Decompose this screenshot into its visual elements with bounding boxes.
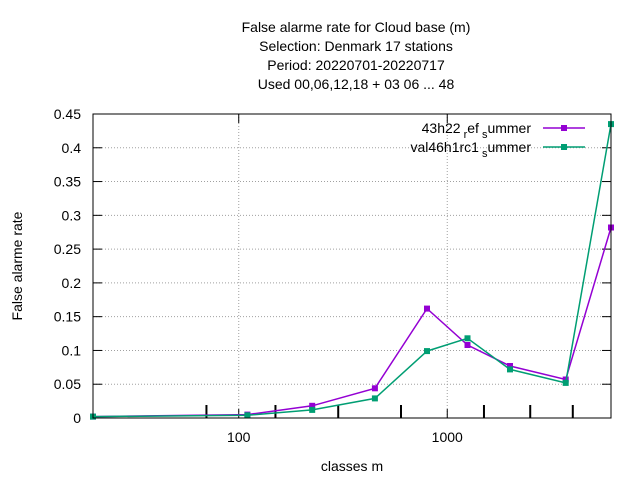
series-2-line [92, 123, 612, 418]
legend-entry-1-marker [561, 125, 567, 131]
series-2-point [507, 366, 513, 373]
axis-ticks: 0 0.05 0.1 0.15 0.2 0.25 0.3 0.35 0.4 0.45 100 1000 [54, 106, 611, 445]
x-axis-label: classes m [321, 458, 383, 474]
title-line-1: False alarme rate for Cloud base (m) [242, 19, 471, 35]
y-tick-label: 0.05 [54, 376, 81, 392]
series-1-point [507, 363, 513, 369]
series-1-point [424, 305, 430, 312]
title-line-2: Selection: Denmark 17 stations [259, 38, 453, 54]
series-2-point [371, 395, 378, 402]
series-2-point [244, 412, 251, 419]
series-1-point [464, 342, 471, 348]
y-tick-label: 0.25 [54, 241, 81, 257]
legend-entry-1-label: 43h22 ref summer [422, 120, 532, 141]
y-tick-label: 0.3 [62, 207, 82, 223]
series-2-point [464, 335, 471, 342]
x-tick-label: 1000 [432, 429, 463, 445]
title-line-4: Used 00,06,12,18 + 03 06 ... 48 [258, 76, 455, 92]
legend: 43h22 ref summer val46h1rc1 summer [410, 120, 585, 160]
legend-entry-2-marker [561, 144, 567, 150]
y-tick-label: 0.2 [62, 275, 82, 291]
title-line-3: Period: 20220701-20220717 [267, 57, 445, 73]
y-axis-label: False alarme rate [9, 211, 25, 320]
series-1-point [309, 402, 316, 409]
series-2-point [562, 379, 569, 386]
y-tick-label: 0.4 [62, 140, 82, 156]
x-tick-label: 100 [227, 429, 251, 445]
series-layer [90, 121, 614, 420]
y-tick-label: 0.1 [62, 342, 82, 358]
chart-title: False alarme rate for Cloud base (m) Sel… [242, 19, 471, 92]
y-tick-label: 0.45 [54, 106, 81, 122]
series-1-point [371, 385, 378, 392]
grid [93, 114, 611, 418]
series-1-line [92, 227, 612, 418]
y-tick-label: 0.35 [54, 174, 81, 190]
y-tick-label: 0 [73, 410, 81, 426]
y-tick-label: 0.15 [54, 309, 81, 325]
legend-entry-2-label: val46h1rc1 summer [410, 139, 531, 160]
series-2-point [424, 348, 430, 355]
series-2-point [309, 406, 316, 413]
plot-frame [92, 113, 612, 419]
